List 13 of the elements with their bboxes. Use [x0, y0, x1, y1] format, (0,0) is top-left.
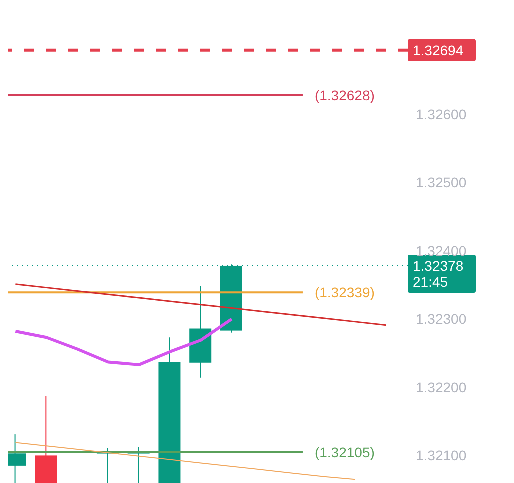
ref-line-label: 1.32378 21:45 [413, 258, 464, 290]
y-tick-label: 1.32500 [416, 174, 467, 191]
ref-line-label: (1.32628) [314, 87, 375, 104]
line-series [14, 318, 234, 366]
y-tick-label: 1.32200 [416, 379, 467, 396]
y-tick-label: 1.32400 [416, 242, 467, 259]
ref-line-label: (1.32105) [314, 444, 375, 460]
y-tick-label: 1.32300 [416, 311, 467, 328]
y-tick-label: 1.32600 [416, 106, 467, 122]
y-tick-label: 1.32100 [416, 448, 467, 464]
ref-line-label: (1.32339) [314, 284, 375, 301]
ref-line-label: 1.32694 [413, 42, 464, 58]
line-series [14, 284, 388, 326]
